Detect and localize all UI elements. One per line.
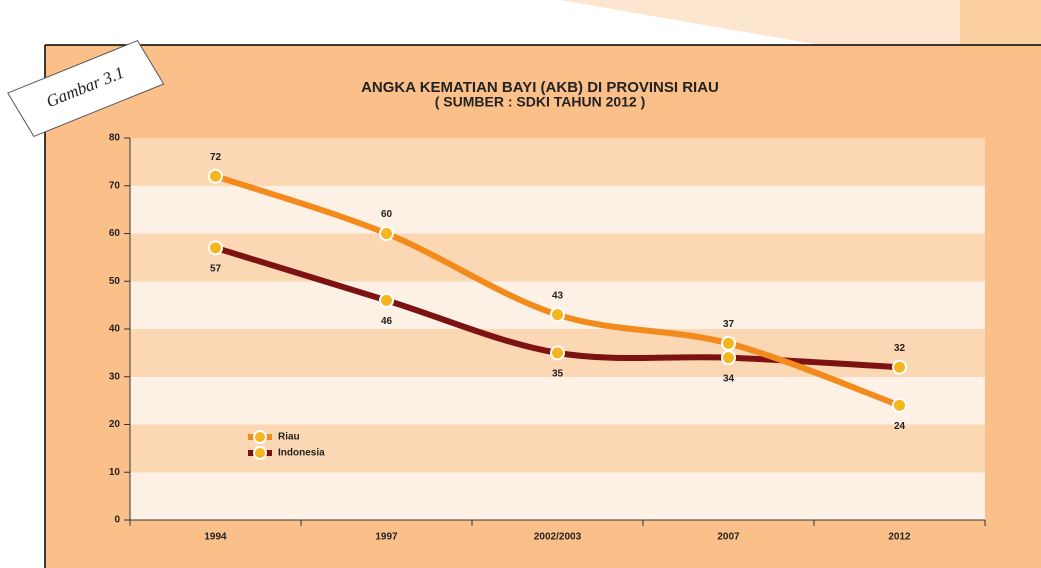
data-label: 32: [894, 343, 906, 354]
x-tick-label: 2012: [888, 532, 911, 543]
y-tick-label: 10: [109, 467, 121, 478]
data-label: 46: [381, 316, 393, 327]
y-tick-label: 70: [109, 180, 121, 191]
grid-band: [130, 376, 985, 425]
chart-title: ANGKA KEMATIAN BAYI (AKB) DI PROVINSI RI…: [361, 79, 719, 96]
grid-band: [130, 185, 985, 234]
data-label: 24: [894, 421, 906, 432]
grid-band: [130, 233, 985, 282]
y-tick-label: 30: [109, 371, 121, 382]
data-point: [379, 226, 394, 241]
x-tick-label: 2002/2003: [534, 532, 582, 543]
legend-marker: [253, 430, 267, 444]
x-tick-label: 1997: [375, 532, 398, 543]
data-point: [892, 397, 907, 413]
data-point: [208, 240, 223, 256]
legend-label: Indonesia: [278, 448, 325, 459]
data-label: 60: [381, 209, 393, 220]
grid-band: [130, 424, 985, 473]
data-label: 57: [210, 263, 222, 274]
data-point: [721, 350, 736, 366]
y-tick-label: 80: [109, 133, 121, 144]
grid-band: [130, 472, 985, 520]
data-point: [550, 307, 565, 323]
y-tick-label: 50: [109, 276, 121, 287]
data-point: [892, 359, 907, 375]
plot: 0 10 20 30 40 50 60 70 80 1994 1997 2002/2003 2007 20…: [109, 133, 986, 543]
grid-band: [130, 138, 985, 186]
data-point: [379, 292, 394, 308]
figure-label-box: [7, 39, 165, 138]
data-point: [721, 335, 736, 351]
background-shape: [960, 0, 1041, 45]
data-label: 35: [552, 369, 564, 380]
legend-marker: [253, 446, 267, 460]
y-tick-label: 0: [114, 515, 120, 526]
data-point: [208, 168, 223, 184]
background-shape: [560, 0, 1041, 45]
y-tick-label: 40: [109, 324, 121, 335]
data-label: 43: [552, 290, 564, 301]
data-label: 34: [723, 373, 735, 384]
legend-label: Riau: [278, 432, 300, 443]
chart-subtitle: ( SUMBER : SDKI TAHUN 2012 ): [435, 94, 646, 110]
data-label: 37: [723, 319, 735, 330]
data-label: 72: [210, 152, 222, 163]
x-tick-label: 1994: [204, 532, 227, 543]
y-tick-label: 60: [109, 228, 121, 239]
y-tick-label: 20: [109, 419, 121, 430]
data-point: [550, 345, 565, 361]
x-tick-label: 2007: [717, 532, 740, 543]
